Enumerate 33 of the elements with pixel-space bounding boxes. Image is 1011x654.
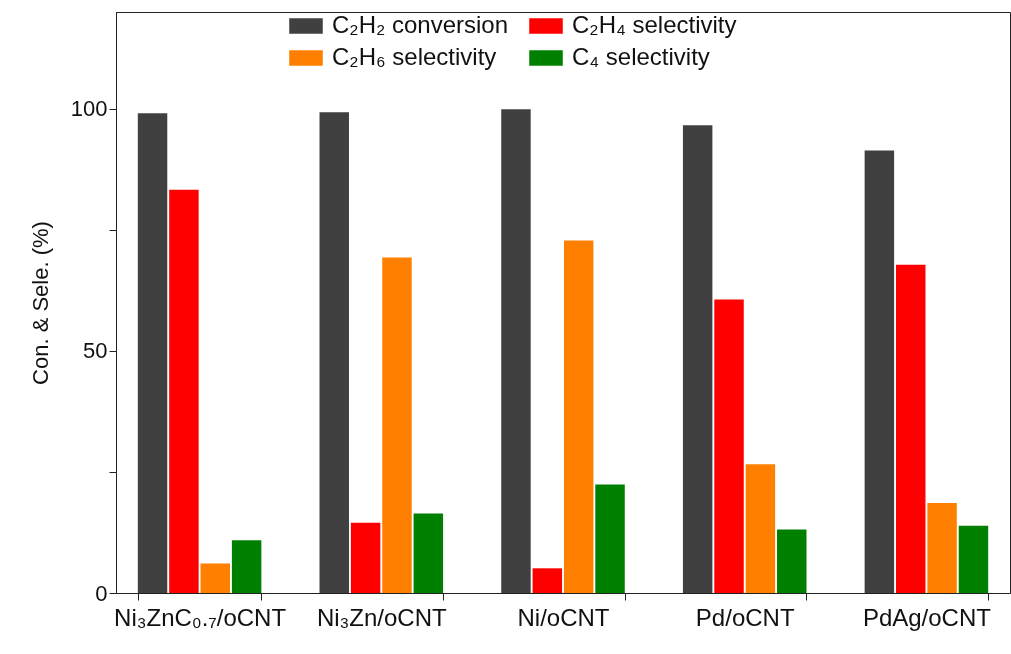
bar — [595, 484, 625, 593]
bar — [319, 112, 349, 593]
x-tick-label: Ni₃ZnC₀.₇/oCNT — [114, 603, 287, 631]
bar — [927, 502, 957, 593]
bar — [864, 150, 895, 593]
x-tick-label: PdAg/oCNT — [862, 603, 992, 631]
bar — [714, 299, 744, 593]
bar — [382, 257, 412, 593]
legend-label: C₂H₄ selectivity — [572, 11, 737, 38]
legend-label: C₄ selectivity — [572, 43, 710, 70]
bar — [231, 540, 262, 593]
x-tick-label: Ni/oCNT — [517, 603, 610, 631]
y-tick-label: 100 — [70, 96, 108, 122]
bar — [350, 522, 381, 593]
bar — [563, 240, 594, 593]
bar — [895, 264, 926, 593]
bar — [745, 464, 776, 593]
legend-label: C₂H₆ selectivity — [332, 43, 497, 70]
bar — [501, 109, 531, 593]
bar — [413, 513, 444, 593]
y-axis-title: Con. & Sele. (%) — [27, 221, 53, 385]
x-tick-label: Pd/oCNT — [695, 603, 795, 631]
bar — [169, 189, 199, 593]
bar — [777, 529, 807, 593]
legend-label: C₂H₂ conversion — [332, 11, 509, 38]
bar — [137, 113, 168, 593]
x-tick-label: Ni₃Zn/oCNT — [316, 603, 448, 631]
y-tick-label: 0 — [95, 580, 108, 606]
bar — [682, 125, 713, 593]
bar — [532, 568, 563, 593]
bar — [200, 563, 231, 593]
y-tick-label: 50 — [83, 338, 108, 364]
bar — [958, 525, 989, 593]
